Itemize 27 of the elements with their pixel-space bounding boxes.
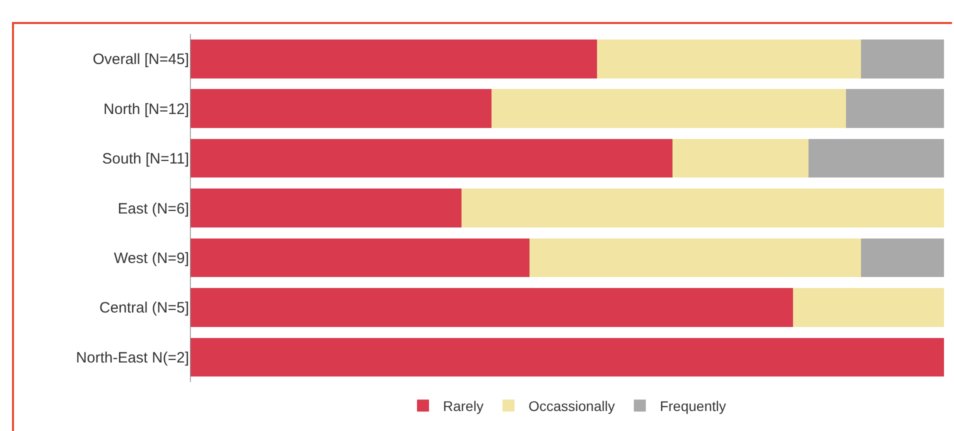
y-tick-label: North [N=12] [104,100,189,118]
y-tick-label: North-East N(=2] [76,349,189,366]
legend-label: Rarely [443,398,484,414]
bar [190,39,598,78]
bar [861,39,944,78]
bar [846,89,944,128]
bar [190,288,794,327]
y-tick-label: South [N=11] [102,150,189,168]
legend-label: Frequently [660,398,726,414]
bar [672,138,808,178]
bar [808,138,944,178]
y-tick-label: East (N=6] [118,200,189,218]
y-tick-label: West (N=9] [114,250,189,267]
bar [190,338,944,377]
bar [190,89,492,128]
bar [190,138,673,178]
bar [597,39,862,78]
bar [190,188,462,228]
y-tick-label: Central (N=5] [99,300,189,317]
bar [492,89,846,128]
y-tick-label: Overall [N=45] [92,51,189,68]
legend-label: Occassionally [528,398,615,414]
bar [190,238,530,278]
bar [861,238,944,278]
bar [793,288,944,327]
bar [461,188,944,228]
bar [529,238,862,278]
